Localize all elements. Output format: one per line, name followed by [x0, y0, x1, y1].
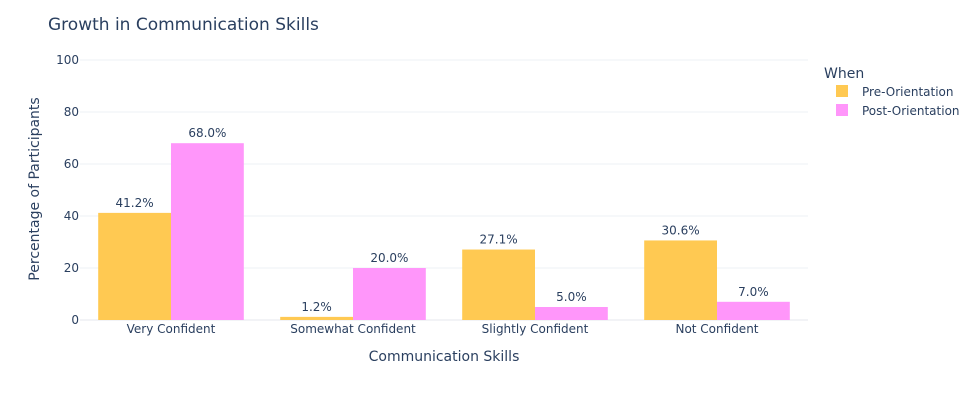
legend-item-label: Pre-Orientation — [862, 85, 954, 99]
y-tick-label: 0 — [71, 313, 79, 327]
bar — [462, 249, 535, 320]
x-tick-label: Very Confident — [127, 322, 216, 336]
data-label: 5.0% — [556, 290, 587, 304]
y-axis-title: Percentage of Participants — [27, 97, 43, 280]
y-tick-label: 100 — [56, 53, 79, 67]
bar — [644, 240, 717, 320]
bar — [353, 268, 426, 320]
data-label: 27.1% — [480, 233, 518, 247]
bar — [280, 316, 353, 320]
x-tick-label: Somewhat Confident — [290, 322, 416, 336]
y-tick-label: 60 — [64, 157, 79, 171]
legend-swatch — [836, 85, 848, 97]
chart-title: Growth in Communication Skills — [48, 15, 319, 35]
y-tick-label: 80 — [64, 105, 79, 119]
data-labels: 41.2% 68.0% 1.2% 20.0% 27.1% 5.0% 30.6% 7.0% — [116, 126, 769, 314]
legend-item-label: Post-Orientation — [862, 104, 960, 118]
x-tick-label: Slightly Confident — [482, 322, 589, 336]
x-tick-label: Not Confident — [675, 322, 758, 336]
data-label: 1.2% — [301, 300, 332, 314]
data-label: 30.6% — [662, 223, 700, 237]
legend-title: When — [824, 66, 864, 82]
data-label: 20.0% — [370, 251, 408, 265]
bar — [171, 143, 244, 320]
bar — [535, 307, 608, 320]
bar — [98, 212, 171, 320]
legend: When Pre-Orientation Post-Orientation — [824, 66, 960, 118]
y-tick-label: 40 — [64, 209, 79, 223]
y-axis: 0 20 40 60 80 100 — [56, 53, 79, 327]
y-tick-label: 20 — [64, 261, 79, 275]
legend-swatch — [836, 104, 848, 116]
data-label: 41.2% — [116, 196, 154, 210]
data-label: 7.0% — [738, 285, 769, 299]
bars — [98, 143, 790, 320]
x-axis-title: Communication Skills — [369, 349, 520, 365]
data-label: 68.0% — [188, 126, 226, 140]
bar — [717, 301, 790, 320]
x-axis: Very Confident Somewhat Confident Slightly… — [127, 322, 759, 336]
